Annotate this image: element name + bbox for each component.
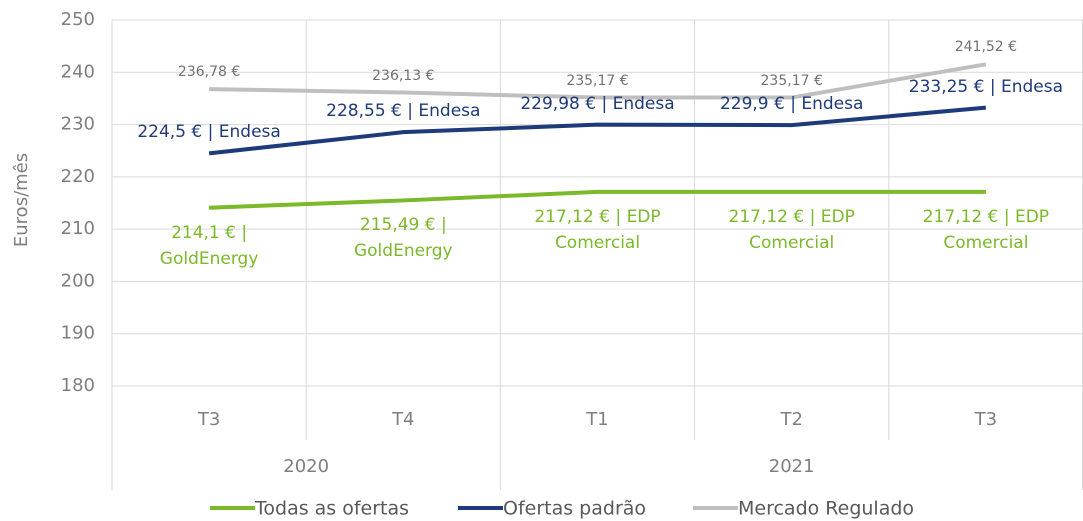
x-tick-label: T3 (197, 409, 220, 430)
y-tick-label: 200 (61, 270, 95, 291)
x-tick-label: T2 (779, 409, 802, 430)
y-tick-label: 190 (61, 323, 95, 344)
data-label: 229,98 € | Endesa (520, 93, 675, 114)
y-tick-label: 240 (61, 61, 95, 82)
data-label: 224,5 € | Endesa (137, 122, 281, 143)
legend-label: Mercado Regulado (738, 498, 914, 520)
y-tick-label: 250 (61, 9, 95, 30)
x-tick-label: T3 (974, 409, 997, 430)
data-label: 217,12 € | EDP Comercial (534, 206, 661, 253)
data-label: 235,17 € (566, 72, 629, 89)
series-line (209, 62, 987, 100)
y-axis-label: Euros/mês (11, 153, 32, 247)
data-label: 217,12 € | EDP Comercial (922, 206, 1050, 253)
data-label: 236,78 € (177, 64, 241, 81)
x-tick-label: T1 (585, 409, 608, 430)
y-tick-label: 210 (61, 218, 95, 239)
data-label: 241,52 € (954, 39, 1018, 56)
x-group-label: 2021 (769, 456, 815, 477)
data-label: 235,17 € (760, 72, 823, 89)
y-tick-label: 180 (61, 375, 95, 396)
x-group-label: 2020 (283, 456, 329, 477)
series-line (209, 189, 986, 210)
x-tick-label: T4 (391, 409, 414, 430)
legend-label: Todas as ofertas (254, 498, 409, 520)
y-tick-label: 230 (61, 114, 95, 135)
data-label: 228,55 € | Endesa (326, 101, 481, 122)
data-label: 236,13 € (372, 67, 435, 84)
series-line (208, 105, 987, 156)
data-label: 233,25 € | Endesa (908, 76, 1064, 97)
legend-label: Ofertas padrão (503, 498, 646, 520)
data-label: 217,12 € | EDP Comercial (728, 206, 855, 253)
data-label: 229,9 € | Endesa (719, 94, 864, 115)
data-label: 214,1 € | GoldEnergy (159, 222, 259, 269)
y-tick-label: 220 (61, 166, 95, 187)
data-label: 215,49 € | GoldEnergy (353, 215, 453, 262)
